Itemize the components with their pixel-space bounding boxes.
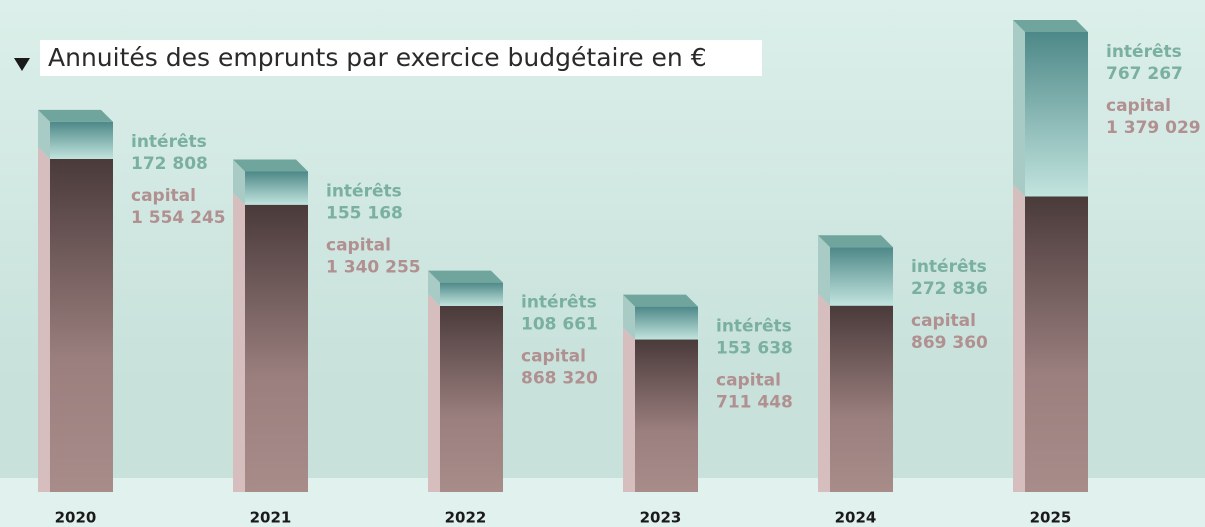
series-label: intérêts xyxy=(131,132,207,152)
background xyxy=(0,0,1205,478)
bar xyxy=(830,247,893,306)
x-tick-label: 2020 xyxy=(55,509,97,527)
bar xyxy=(50,121,113,159)
data-label: 172 808 xyxy=(131,154,208,174)
bar xyxy=(635,306,698,340)
bar-top xyxy=(428,270,503,283)
bar-top xyxy=(623,294,698,307)
data-label: 868 320 xyxy=(521,369,598,389)
bar xyxy=(1025,196,1088,492)
data-label: 155 168 xyxy=(326,203,403,223)
series-label: capital xyxy=(911,311,976,331)
bar xyxy=(1025,32,1088,197)
chart-title: Annuités des emprunts par exercice budgé… xyxy=(48,43,707,72)
bar xyxy=(440,305,503,492)
bar xyxy=(245,204,308,492)
bar-side xyxy=(818,293,830,492)
series-label: intérêts xyxy=(521,293,597,313)
bar-side xyxy=(233,192,245,492)
x-tick-label: 2025 xyxy=(1030,509,1072,527)
series-label: capital xyxy=(1106,96,1171,116)
bar xyxy=(50,158,113,492)
bar-top xyxy=(1013,20,1088,32)
bar-side xyxy=(233,159,245,205)
data-label: 272 836 xyxy=(911,279,988,299)
bar-side xyxy=(623,294,635,340)
bar-side xyxy=(428,270,440,306)
collapse-triangle[interactable] xyxy=(14,58,30,71)
bar xyxy=(830,305,893,492)
data-label: 1 379 029 xyxy=(1106,118,1201,138)
title-box xyxy=(40,40,762,76)
bar xyxy=(440,282,503,306)
bar-side xyxy=(818,235,830,306)
series-label: intérêts xyxy=(1106,42,1182,62)
series-label: intérêts xyxy=(716,317,792,337)
series-label: capital xyxy=(521,347,586,367)
bar xyxy=(635,339,698,492)
x-tick-label: 2021 xyxy=(250,509,292,527)
bar-side xyxy=(1013,184,1025,492)
series-label: capital xyxy=(716,371,781,391)
bar-top xyxy=(38,109,113,122)
series-label: capital xyxy=(131,186,196,206)
floor xyxy=(0,478,1205,527)
bar-side xyxy=(38,146,50,492)
data-label: 767 267 xyxy=(1106,64,1183,84)
data-label: 1 340 255 xyxy=(326,257,421,277)
bar xyxy=(245,171,308,205)
bar-top xyxy=(818,235,893,248)
data-label: 1 554 245 xyxy=(131,208,226,228)
bar-side xyxy=(1013,20,1025,197)
bar-side xyxy=(38,109,50,159)
data-label: 153 638 xyxy=(716,339,793,359)
x-tick-label: 2024 xyxy=(835,509,877,527)
x-tick-label: 2023 xyxy=(640,509,682,527)
bar-top xyxy=(233,159,308,172)
data-label: 869 360 xyxy=(911,333,988,353)
bar-side xyxy=(428,293,440,492)
series-label: intérêts xyxy=(326,181,402,201)
bar-side xyxy=(623,327,635,492)
series-label: capital xyxy=(326,235,391,255)
data-label: 108 661 xyxy=(521,315,598,335)
data-label: 711 448 xyxy=(716,393,793,413)
x-tick-label: 2022 xyxy=(445,509,487,527)
series-label: intérêts xyxy=(911,257,987,277)
